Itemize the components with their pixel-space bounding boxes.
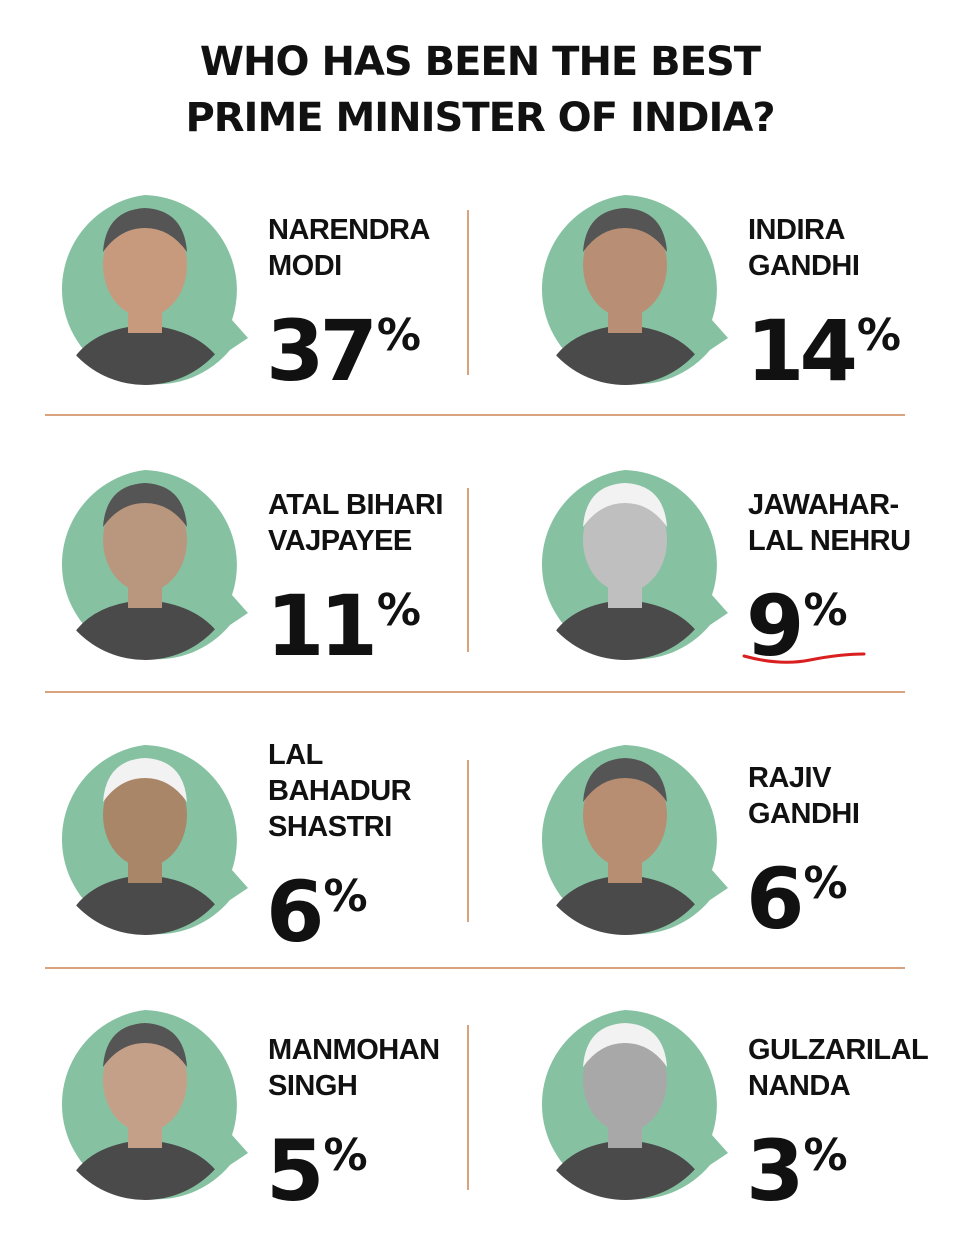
portrait	[540, 1010, 728, 1200]
pm-name: LAL NEHRU	[748, 525, 911, 557]
pm-name: MODI	[268, 250, 342, 282]
vote-share: 6%	[746, 850, 848, 948]
separator	[45, 967, 905, 969]
title-line: PRIME MINISTER OF INDIA?	[185, 95, 775, 141]
pm-name: VAJPAYEE	[268, 525, 412, 557]
pm-name: INDIRA	[748, 214, 845, 246]
portrait	[60, 470, 249, 660]
underline-annotation	[742, 652, 866, 664]
vote-share: 14%	[746, 302, 901, 400]
separator	[467, 488, 469, 652]
vote-share: 5%	[266, 1122, 368, 1220]
separator	[45, 691, 905, 693]
vote-share: 3%	[746, 1122, 848, 1220]
pm-name: GULZARILAL	[748, 1034, 929, 1066]
portrait	[540, 745, 728, 935]
pm-name: RAJIV	[748, 762, 831, 794]
separator	[467, 1025, 469, 1190]
pm-name: ATAL BIHARI	[268, 489, 443, 521]
vote-share: 9%	[746, 577, 848, 675]
title-line: WHO HAS BEEN THE BEST	[199, 39, 761, 85]
portrait	[60, 195, 249, 385]
pm-name: NANDA	[748, 1070, 851, 1102]
pm-name: BAHADUR	[268, 775, 412, 807]
portrait	[540, 195, 728, 385]
vote-share: 11%	[266, 577, 421, 675]
pm-name: GANDHI	[748, 798, 860, 830]
vote-share: 37%	[266, 302, 421, 400]
pm-name: NARENDRA	[268, 214, 430, 246]
separator	[467, 210, 469, 375]
pm-name: SINGH	[268, 1070, 358, 1102]
portrait	[60, 745, 249, 935]
portrait	[540, 470, 728, 660]
pm-name: MANMOHAN	[268, 1034, 440, 1066]
portrait	[60, 1010, 249, 1200]
pm-name: SHASTRI	[268, 811, 392, 843]
pm-name: GANDHI	[748, 250, 860, 282]
pm-name: JAWAHAR-	[748, 489, 899, 521]
vote-share: 6%	[266, 863, 368, 961]
separator	[467, 760, 469, 922]
separator	[45, 414, 905, 416]
pm-name: LAL	[268, 739, 323, 771]
